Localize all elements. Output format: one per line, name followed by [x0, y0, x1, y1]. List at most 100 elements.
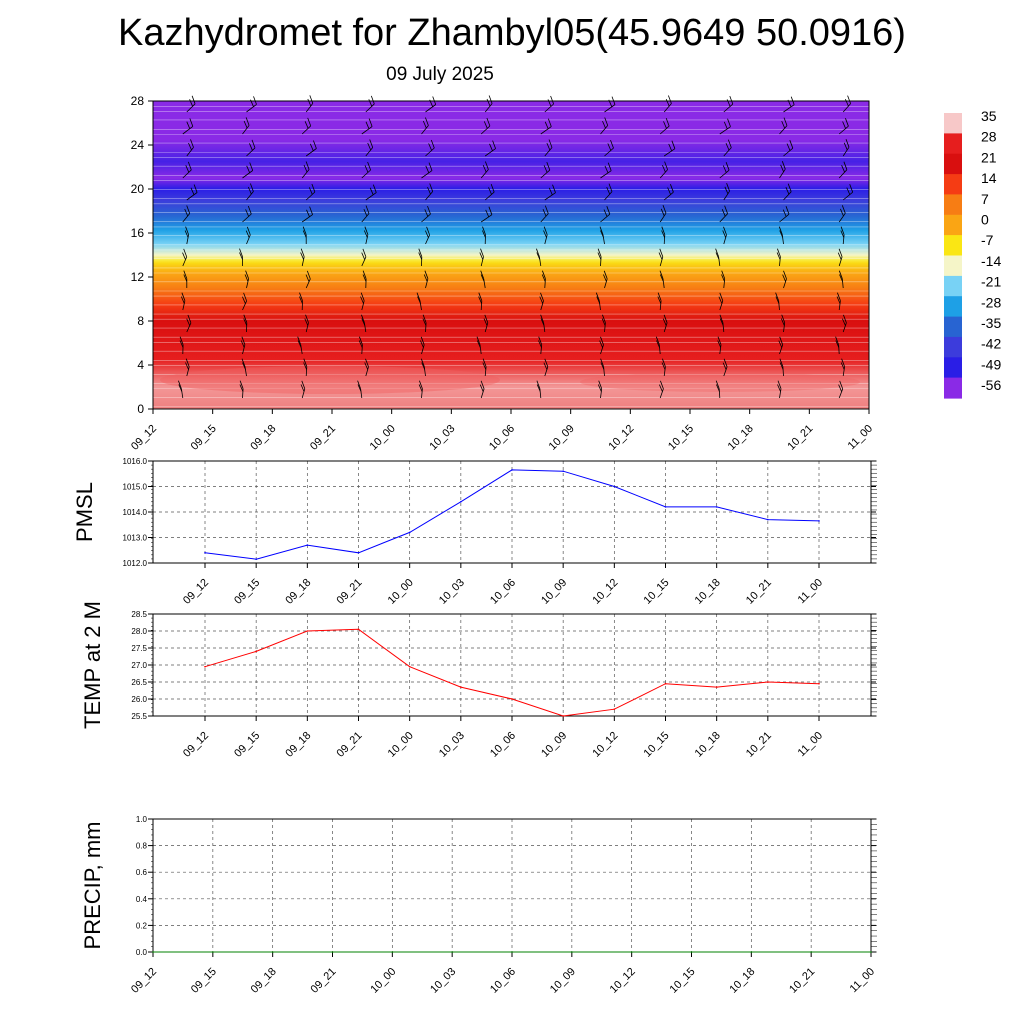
x-tick-label: 09_18 [283, 577, 313, 607]
x-tick-label: 10_03 [428, 966, 458, 996]
x-tick-label: 10_00 [386, 730, 416, 760]
data-point [306, 544, 309, 546]
data-point [664, 682, 667, 685]
colorbar-swatch [944, 296, 962, 318]
x-tick-label: 10_06 [488, 966, 518, 996]
colorbar-swatch [944, 133, 962, 155]
y-tick-label: 1015.0 [123, 483, 148, 492]
x-tick-label: 10_18 [693, 730, 723, 760]
y-tick-label: 26.5 [131, 678, 147, 687]
y-axis-label: TEMP at 2 M [80, 601, 105, 729]
data-point [818, 682, 820, 685]
x-tick-label: 09_18 [248, 423, 278, 453]
data-point [408, 531, 411, 534]
colorbar-swatch [944, 214, 962, 236]
y-tick-label: 0.2 [136, 921, 148, 930]
colorbar-label: -56 [981, 377, 1001, 393]
data-point [460, 501, 462, 503]
data-point [357, 628, 360, 631]
panel-frame [152, 613, 872, 717]
x-tick-label: 10_21 [785, 423, 815, 453]
colorbar-swatch [944, 357, 962, 379]
y-tick-label: 4 [137, 358, 144, 372]
colorbar-label: -42 [981, 336, 1001, 352]
data-point [212, 951, 214, 953]
y-tick-label: 1.0 [136, 815, 148, 824]
x-tick-label: 09_18 [249, 966, 279, 996]
colorbar-swatch [944, 336, 962, 358]
series-line [204, 628, 820, 717]
temperature-cross-section [153, 101, 869, 409]
x-tick-label: 11_00 [848, 966, 878, 996]
x-tick-label: 09_12 [129, 966, 159, 996]
data-point [818, 520, 820, 522]
panel-frame [152, 460, 872, 564]
y-tick-label: 25.5 [131, 712, 147, 721]
colorbar-label: 7 [981, 191, 989, 207]
colorbar-label: 0 [981, 212, 989, 228]
line-panel [148, 818, 877, 957]
data-point [451, 951, 454, 953]
colorbar-swatch [944, 275, 962, 297]
colorbar-label: -14 [981, 253, 1001, 269]
colorbar-label: -49 [981, 356, 1001, 372]
data-point [306, 630, 309, 632]
colorbar-swatch [944, 377, 962, 399]
colorbar-label: 35 [981, 108, 997, 124]
x-tick-label: 11_00 [796, 730, 826, 760]
y-axis-label: PMSL [72, 482, 97, 542]
data-point [204, 552, 206, 554]
colorbar-swatch [944, 235, 962, 257]
x-tick-label: 10_15 [668, 966, 698, 996]
colorbar-swatch [944, 113, 962, 134]
x-tick-label: 09_21 [335, 730, 365, 760]
x-tick-label: 11_00 [846, 423, 876, 453]
x-tick-label: 09_15 [232, 577, 262, 607]
y-tick-label: 1016.0 [123, 457, 148, 466]
y-tick-label: 0.0 [136, 948, 148, 957]
line-panel [148, 460, 877, 568]
data-point [152, 951, 154, 953]
y-tick-label: 26.0 [131, 695, 147, 704]
colorbar-label: 21 [981, 149, 997, 165]
y-tick-label: 1013.0 [123, 534, 148, 543]
data-point [810, 951, 812, 953]
x-tick-label: 10_12 [608, 966, 638, 996]
x-tick-label: 10_03 [437, 730, 467, 760]
x-tick-label: 11_00 [796, 577, 826, 607]
data-point [767, 681, 769, 683]
x-tick-label: 10_12 [590, 730, 620, 760]
chart-title: Kazhydromet for Zhambyl05(45.9649 50.091… [118, 12, 906, 54]
data-point [255, 558, 257, 560]
colorbar-label: -28 [981, 294, 1001, 310]
x-tick-label: 09_21 [308, 423, 338, 453]
data-point [460, 686, 462, 688]
x-tick-label: 10_12 [606, 423, 636, 453]
x-tick-label: 10_12 [590, 577, 620, 607]
x-tick-label: 09_15 [189, 966, 219, 996]
x-tick-label: 10_09 [547, 423, 577, 453]
warm-pocket [580, 372, 860, 392]
data-point [271, 951, 274, 953]
y-tick-label: 27.0 [131, 661, 147, 670]
x-tick-label: 10_03 [427, 423, 457, 453]
x-tick-label: 10_09 [548, 966, 578, 996]
x-tick-label: 09_15 [232, 730, 262, 760]
y-tick-label: 16 [131, 226, 145, 240]
x-tick-label: 10_18 [727, 966, 757, 996]
x-tick-label: 10_15 [642, 730, 672, 760]
y-tick-label: 1014.0 [123, 508, 148, 517]
data-point [255, 650, 257, 653]
y-tick-label: 27.5 [131, 644, 147, 653]
data-point [750, 951, 753, 953]
data-point [357, 552, 360, 554]
colorbar-label: -35 [981, 315, 1001, 331]
data-point [408, 665, 411, 668]
y-tick-label: 0.4 [136, 895, 148, 904]
x-tick-label: 10_15 [666, 423, 696, 453]
y-tick-label: 8 [137, 314, 144, 328]
y-tick-label: 28.0 [131, 627, 147, 636]
colorbar-label: -7 [981, 232, 994, 248]
y-tick-label: 0 [137, 402, 144, 416]
x-tick-label: 10_21 [744, 730, 774, 760]
